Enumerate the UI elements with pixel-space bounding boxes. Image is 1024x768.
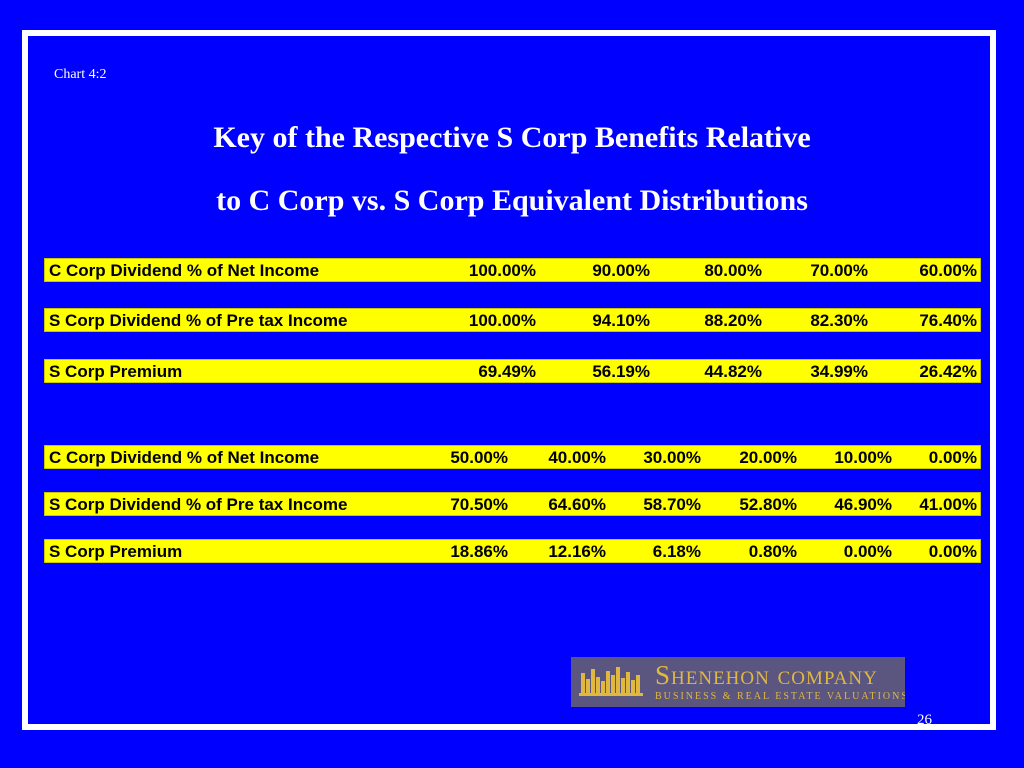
- slide-title-line-1: Key of the Respective S Corp Benefits Re…: [213, 121, 811, 154]
- row-value: 46.90%: [834, 495, 892, 514]
- table2-row-s-corp-dividend: S Corp Dividend % of Pre tax Income 70.5…: [44, 492, 981, 516]
- row-value: 12.16%: [548, 542, 606, 561]
- page-number: 26: [917, 712, 932, 728]
- table1-row-s-corp-premium: S Corp Premium 69.49% 56.19% 44.82% 34.9…: [44, 359, 981, 383]
- row-value: 26.42%: [919, 362, 977, 381]
- row-value: 0.00%: [928, 542, 977, 561]
- row-value: 88.20%: [704, 311, 762, 330]
- row-value: 70.00%: [810, 261, 868, 280]
- row-value: 82.30%: [810, 311, 868, 330]
- row-value: 40.00%: [548, 448, 606, 467]
- row-value: 76.40%: [919, 311, 977, 330]
- row-value: 6.18%: [652, 542, 701, 561]
- row-value: 41.00%: [919, 495, 977, 514]
- row-label: S Corp Dividend % of Pre tax Income: [49, 495, 348, 514]
- slide-frame: [22, 30, 996, 730]
- row-value: 0.80%: [748, 542, 797, 561]
- row-value: 50.00%: [450, 448, 508, 467]
- row-value: 30.00%: [643, 448, 701, 467]
- row-value: 94.10%: [592, 311, 650, 330]
- row-value: 56.19%: [592, 362, 650, 381]
- row-value: 64.60%: [548, 495, 606, 514]
- row-value: 0.00%: [928, 448, 977, 467]
- chart-label: Chart 4:2: [54, 67, 107, 82]
- city-skyline-icon: [579, 667, 643, 696]
- row-label: S Corp Dividend % of Pre tax Income: [49, 311, 348, 330]
- table1-row-s-corp-dividend: S Corp Dividend % of Pre tax Income 100.…: [44, 308, 981, 332]
- row-value: 52.80%: [739, 495, 797, 514]
- row-value: 80.00%: [704, 261, 762, 280]
- row-value: 20.00%: [739, 448, 797, 467]
- slide-title-line-2: to C Corp vs. S Corp Equivalent Distribu…: [216, 184, 808, 217]
- row-value: 90.00%: [592, 261, 650, 280]
- row-value: 70.50%: [450, 495, 508, 514]
- row-value: 44.82%: [704, 362, 762, 381]
- row-value: 100.00%: [468, 261, 536, 280]
- row-value: 18.86%: [450, 542, 508, 561]
- row-value: 0.00%: [843, 542, 892, 561]
- table2-row-s-corp-premium: S Corp Premium 18.86% 12.16% 6.18% 0.80%…: [44, 539, 981, 563]
- row-label: S Corp Premium: [49, 362, 183, 381]
- table2-row-c-corp-dividend: C Corp Dividend % of Net Income 50.00% 4…: [44, 445, 981, 469]
- row-label: C Corp Dividend % of Net Income: [49, 261, 320, 280]
- row-label: S Corp Premium: [49, 542, 183, 561]
- table1-row-c-corp-dividend: C Corp Dividend % of Net Income 100.00% …: [44, 258, 981, 282]
- company-logo: Shenehon company BUSINESS & REAL ESTATE …: [571, 657, 905, 707]
- logo-company-name: Shenehon company: [655, 660, 878, 690]
- logo-tagline: BUSINESS & REAL ESTATE VALUATIONS: [655, 691, 905, 702]
- row-value: 10.00%: [834, 448, 892, 467]
- row-value: 60.00%: [919, 261, 977, 280]
- row-value: 58.70%: [643, 495, 701, 514]
- row-label: C Corp Dividend % of Net Income: [49, 448, 320, 467]
- row-value: 34.99%: [810, 362, 868, 381]
- row-value: 100.00%: [468, 311, 536, 330]
- row-value: 69.49%: [478, 362, 536, 381]
